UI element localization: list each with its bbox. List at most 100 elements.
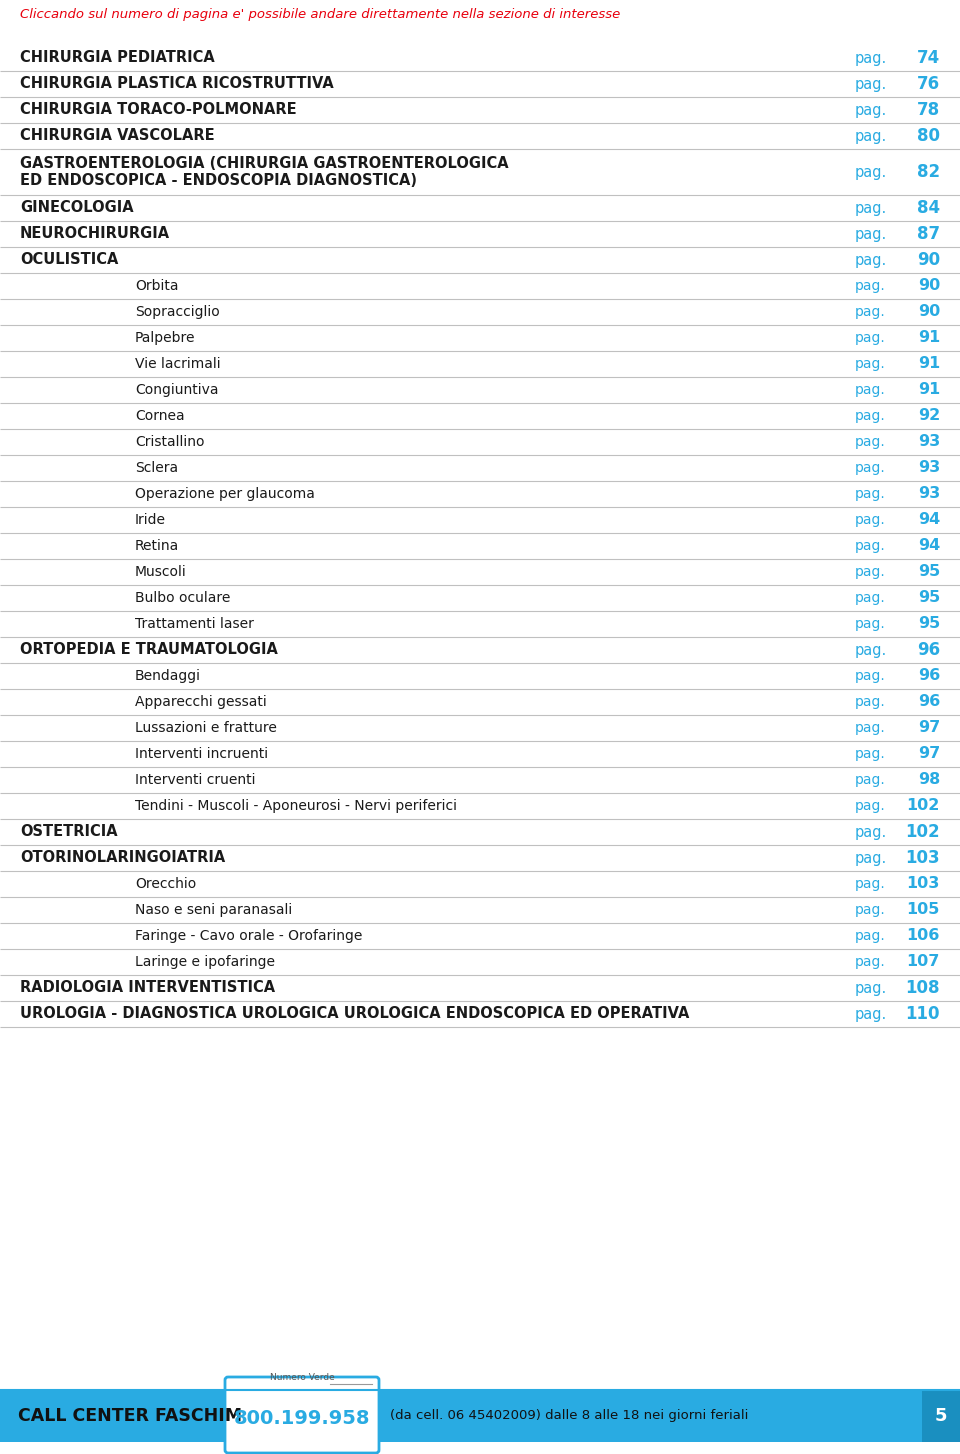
Text: pag.: pag.: [855, 409, 886, 423]
Text: (da cell. 06 45402009) dalle 8 alle 18 nei giorni feriali: (da cell. 06 45402009) dalle 8 alle 18 n…: [390, 1409, 749, 1422]
Text: pag.: pag.: [855, 929, 886, 944]
Text: pag.: pag.: [855, 1006, 887, 1022]
Text: Trattamenti laser: Trattamenti laser: [135, 616, 253, 631]
Text: 78: 78: [917, 100, 940, 119]
Text: 102: 102: [906, 798, 940, 813]
Text: 95: 95: [918, 616, 940, 631]
Text: pag.: pag.: [855, 164, 887, 179]
Text: pag.: pag.: [855, 305, 886, 318]
Text: pag.: pag.: [855, 616, 886, 631]
Text: Sclera: Sclera: [135, 461, 179, 475]
Text: 82: 82: [917, 163, 940, 180]
Bar: [0, 1390, 960, 1442]
Text: NEUROCHIRURGIA: NEUROCHIRURGIA: [20, 227, 170, 241]
Text: Cornea: Cornea: [135, 409, 184, 423]
Text: Interventi incruenti: Interventi incruenti: [135, 747, 268, 760]
Text: Interventi cruenti: Interventi cruenti: [135, 774, 255, 787]
Text: 91: 91: [918, 382, 940, 397]
Text: Congiuntiva: Congiuntiva: [135, 382, 219, 397]
Text: 96: 96: [917, 641, 940, 659]
Text: 103: 103: [905, 849, 940, 867]
Text: UROLOGIA - DIAGNOSTICA UROLOGICA UROLOGICA ENDOSCOPICA ED OPERATIVA: UROLOGIA - DIAGNOSTICA UROLOGICA UROLOGI…: [20, 1006, 689, 1022]
Text: Operazione per glaucoma: Operazione per glaucoma: [135, 487, 315, 502]
Text: Sopracciglio: Sopracciglio: [135, 305, 220, 318]
Text: pag.: pag.: [855, 227, 887, 241]
Text: 105: 105: [906, 903, 940, 917]
Text: 87: 87: [917, 225, 940, 243]
Text: pag.: pag.: [855, 903, 886, 917]
Text: pag.: pag.: [855, 513, 886, 526]
Text: Orbita: Orbita: [135, 279, 179, 294]
Text: OSTETRICIA: OSTETRICIA: [20, 824, 118, 839]
Text: CHIRURGIA TORACO-POLMONARE: CHIRURGIA TORACO-POLMONARE: [20, 102, 297, 118]
Text: pag.: pag.: [855, 358, 886, 371]
Text: 102: 102: [905, 823, 940, 840]
Text: 108: 108: [905, 979, 940, 997]
Text: pag.: pag.: [855, 824, 887, 839]
Text: GASTROENTEROLOGIA (CHIRURGIA GASTROENTEROLOGICA
ED ENDOSCOPICA - ENDOSCOPIA DIAG: GASTROENTEROLOGIA (CHIRURGIA GASTROENTER…: [20, 156, 509, 188]
Text: pag.: pag.: [855, 77, 887, 92]
Text: pag.: pag.: [855, 102, 887, 118]
Text: Cristallino: Cristallino: [135, 435, 204, 449]
Text: RADIOLOGIA INTERVENTISTICA: RADIOLOGIA INTERVENTISTICA: [20, 980, 276, 996]
Text: pag.: pag.: [855, 774, 886, 787]
Text: 97: 97: [918, 746, 940, 762]
Text: 107: 107: [906, 954, 940, 970]
Text: 94: 94: [918, 512, 940, 528]
Text: Faringe - Cavo orale - Orofaringe: Faringe - Cavo orale - Orofaringe: [135, 929, 362, 944]
Text: Bulbo oculare: Bulbo oculare: [135, 590, 230, 605]
Text: 91: 91: [918, 356, 940, 372]
Text: 95: 95: [918, 564, 940, 580]
Text: pag.: pag.: [855, 669, 886, 683]
Text: GINECOLOGIA: GINECOLOGIA: [20, 201, 133, 215]
Text: CHIRURGIA PLASTICA RICOSTRUTTIVA: CHIRURGIA PLASTICA RICOSTRUTTIVA: [20, 77, 334, 92]
Text: 90: 90: [917, 252, 940, 269]
Text: pag.: pag.: [855, 747, 886, 760]
Text: 92: 92: [918, 409, 940, 423]
Text: pag.: pag.: [855, 643, 887, 657]
Text: 103: 103: [906, 877, 940, 891]
Text: pag.: pag.: [855, 590, 886, 605]
Text: 76: 76: [917, 76, 940, 93]
Text: Muscoli: Muscoli: [135, 566, 187, 579]
Text: pag.: pag.: [855, 566, 886, 579]
Text: OTORINOLARINGOIATRIA: OTORINOLARINGOIATRIA: [20, 851, 226, 865]
Text: Bendaggi: Bendaggi: [135, 669, 201, 683]
Text: 96: 96: [918, 669, 940, 683]
Text: Retina: Retina: [135, 539, 180, 553]
Text: ORTOPEDIA E TRAUMATOLOGIA: ORTOPEDIA E TRAUMATOLOGIA: [20, 643, 277, 657]
Text: OCULISTICA: OCULISTICA: [20, 253, 118, 268]
Text: Naso e seni paranasali: Naso e seni paranasali: [135, 903, 292, 917]
Text: pag.: pag.: [855, 128, 887, 144]
Text: pag.: pag.: [855, 695, 886, 710]
Text: pag.: pag.: [855, 201, 887, 215]
Text: 80: 80: [917, 126, 940, 145]
Text: Numero Verde: Numero Verde: [270, 1373, 334, 1381]
Text: 93: 93: [918, 461, 940, 475]
Text: Palpebre: Palpebre: [135, 332, 196, 345]
Text: pag.: pag.: [855, 980, 887, 996]
Text: Vie lacrimali: Vie lacrimali: [135, 358, 221, 371]
Text: Iride: Iride: [135, 513, 166, 526]
Text: 97: 97: [918, 721, 940, 736]
Text: 94: 94: [918, 538, 940, 554]
Bar: [922, 1390, 960, 1442]
Text: pag.: pag.: [855, 435, 886, 449]
Text: 95: 95: [918, 590, 940, 605]
Text: CHIRURGIA PEDIATRICA: CHIRURGIA PEDIATRICA: [20, 51, 215, 65]
Text: CHIRURGIA VASCOLARE: CHIRURGIA VASCOLARE: [20, 128, 215, 144]
Text: pag.: pag.: [855, 253, 887, 268]
Text: 93: 93: [918, 487, 940, 502]
Text: pag.: pag.: [855, 332, 886, 345]
Text: CALL CENTER FASCHIM: CALL CENTER FASCHIM: [18, 1407, 242, 1425]
Text: pag.: pag.: [855, 955, 886, 968]
Text: 91: 91: [918, 330, 940, 346]
Text: Lussazioni e fratture: Lussazioni e fratture: [135, 721, 276, 736]
Text: pag.: pag.: [855, 877, 886, 891]
Text: 90: 90: [918, 304, 940, 320]
Text: Orecchio: Orecchio: [135, 877, 196, 891]
Text: pag.: pag.: [855, 279, 886, 294]
Text: 98: 98: [918, 772, 940, 788]
Text: 800.199.958: 800.199.958: [233, 1409, 371, 1428]
Text: pag.: pag.: [855, 51, 887, 65]
